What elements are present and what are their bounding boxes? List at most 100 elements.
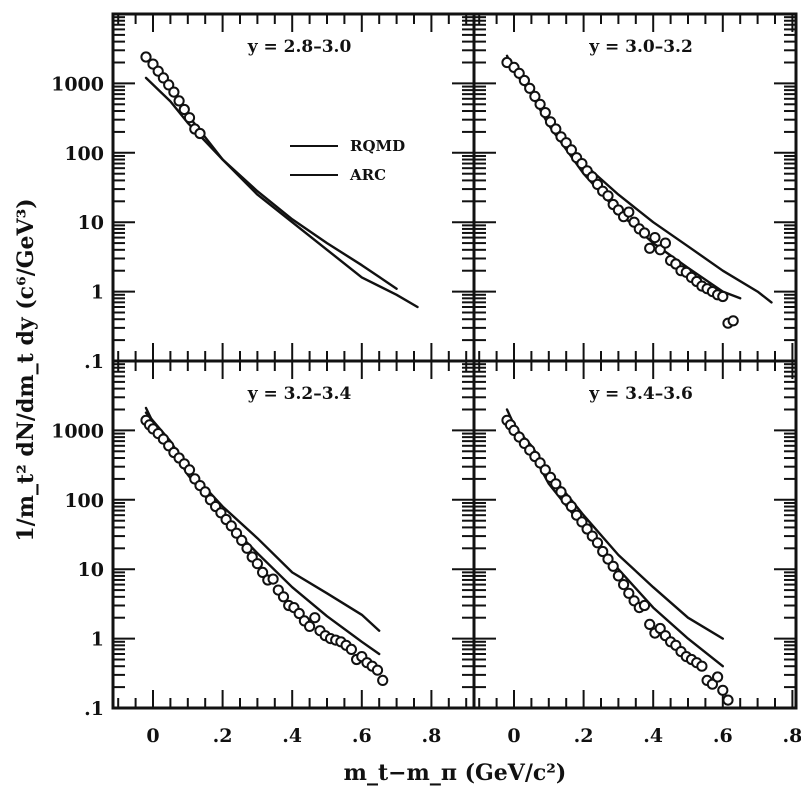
data-point [586,171,598,183]
data-point [183,464,196,476]
data-point [183,112,196,124]
panel-3: y = 3.2–3.4 [111,359,476,710]
panel-frame [111,12,476,363]
data-point [304,620,316,633]
panel-label: y = 3.2–3.4 [247,384,352,404]
panel-4: y = 3.4–3.6 [472,359,798,710]
panel-label: y = 3.0–3.2 [588,37,693,57]
data-point [178,103,190,116]
arc-curve [505,417,724,640]
data-point [168,86,180,98]
x-tick-label: .2 [574,725,594,747]
arc-curve [505,58,773,304]
data-point [602,553,614,565]
panel-frame [111,359,476,710]
data-point [173,95,185,107]
data-point [309,612,321,624]
rqmd-curve [505,54,742,300]
data-point [225,520,237,532]
y-tick-label: 100 [64,143,104,165]
data-point [555,486,567,498]
data-point [659,237,672,249]
data-point [696,660,708,672]
rqmd-curve [144,406,381,656]
data-point [576,158,588,170]
data-point [513,67,525,79]
rqmd-curve [505,408,724,668]
y-tick-label: 10 [78,559,104,581]
data-point [257,566,269,579]
data-point [717,290,729,303]
data-point [607,560,619,572]
x-tick-label: .6 [352,725,372,747]
data-point [293,607,305,620]
data-point [706,678,719,690]
data-point [644,242,656,254]
data-point [544,116,557,128]
data-point [581,523,593,535]
data-point [576,516,588,528]
legend-label-rqmd: RQMD [350,137,405,155]
data-point [644,618,656,631]
y-tick-label: 1 [91,629,104,651]
data-point [550,123,562,135]
y-tick-label: .1 [84,351,104,373]
panel-frame [472,359,798,710]
data-point [534,98,546,110]
data-point [638,599,651,612]
data-point [560,137,572,149]
x-tick-label: .8 [421,725,441,747]
data-point [722,694,734,706]
y-tick-label: 1000 [51,73,104,95]
data-point [524,82,536,94]
data-point [591,537,604,549]
data-point [597,545,609,558]
y-tick-label: 100 [64,490,104,512]
data-point [251,558,263,570]
data-point [565,500,578,513]
x-tick-label: .8 [782,725,801,747]
x-tick-label: 0 [146,725,159,747]
x-axis-title: m_t−m_π (GeV/c²) [344,760,567,786]
x-tick-label: .4 [643,725,663,747]
data-point [727,315,739,327]
x-tick-label: 0 [507,725,520,747]
y-tick-label: .1 [84,698,104,720]
y-axis-title: 1/m_t² dN/dm_t dy (c⁶/GeV³) [13,198,39,541]
arc-curve [144,411,381,632]
data-point [345,643,357,656]
data-point [623,587,635,599]
data-point [267,573,279,585]
data-point [539,464,551,476]
data-point [717,684,729,696]
data-point [623,206,635,218]
data-point [199,486,211,498]
data-point [712,671,724,683]
legend: RQMD ARC [290,137,405,184]
panel-frame [472,12,798,363]
arc-curve [144,76,398,290]
data-point [529,90,541,103]
y-tick-label: 10 [78,212,104,234]
y-tick-label: 1 [91,282,104,304]
data-point [649,232,661,244]
data-point [241,542,253,554]
panel-label: y = 3.4–3.6 [588,384,693,404]
data-point [539,107,551,119]
data-point [550,478,562,490]
data-point [194,127,206,140]
x-tick-label: .4 [282,725,302,747]
labels-layer: 1000 100 10 1 .1 1000 100 10 1 .1 0 .2 .4 .6 .8 0 .2 .4 .6… [51,73,801,747]
data-point [377,674,389,687]
data-point [602,190,614,202]
panel-1: y = 2.8–3.0 [111,12,476,363]
data-point [638,227,651,239]
data-point [518,74,531,87]
data-point [236,534,248,547]
data-point [618,579,630,591]
y-tick-label: 1000 [51,420,104,442]
data-point [565,144,578,156]
data-point [371,664,384,676]
data-point [147,58,159,70]
